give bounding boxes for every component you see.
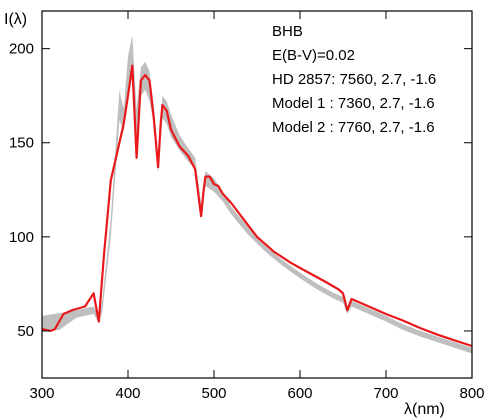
- y-axis-title: I(λ): [4, 11, 27, 28]
- x-tick-label: 700: [373, 385, 398, 402]
- observed-spectrum-line: [41, 64, 473, 348]
- x-axis-ticks: 300 400 500 600 700 800: [29, 11, 485, 402]
- x-tick-label: 600: [287, 385, 312, 402]
- x-tick-label: 800: [459, 385, 484, 402]
- annotation-line: BHB: [272, 23, 303, 40]
- plot-frame: [41, 10, 473, 379]
- y-tick-label: 50: [17, 323, 34, 340]
- annotation-line: HD 2857: 7560, 2.7, -1.6: [272, 71, 436, 88]
- annotation-line: E(B-V)=0.02: [272, 47, 355, 64]
- annotation-block: BHB E(B-V)=0.02 HD 2857: 7560, 2.7, -1.6…: [272, 23, 436, 136]
- y-axis-ticks: 50 100 150 200: [9, 41, 472, 340]
- y-tick-label: 200: [9, 41, 34, 58]
- x-tick-label: 400: [115, 385, 140, 402]
- x-tick-label: 500: [201, 385, 226, 402]
- x-tick-label: 300: [29, 385, 54, 402]
- y-tick-label: 150: [9, 135, 34, 152]
- annotation-line: Model 2 : 7760, 2.7, -1.6: [272, 119, 435, 136]
- annotation-line: Model 1 : 7360, 2.7, -1.6: [272, 95, 435, 112]
- y-tick-label: 100: [9, 229, 34, 246]
- x-axis-title: λ(nm): [404, 401, 445, 418]
